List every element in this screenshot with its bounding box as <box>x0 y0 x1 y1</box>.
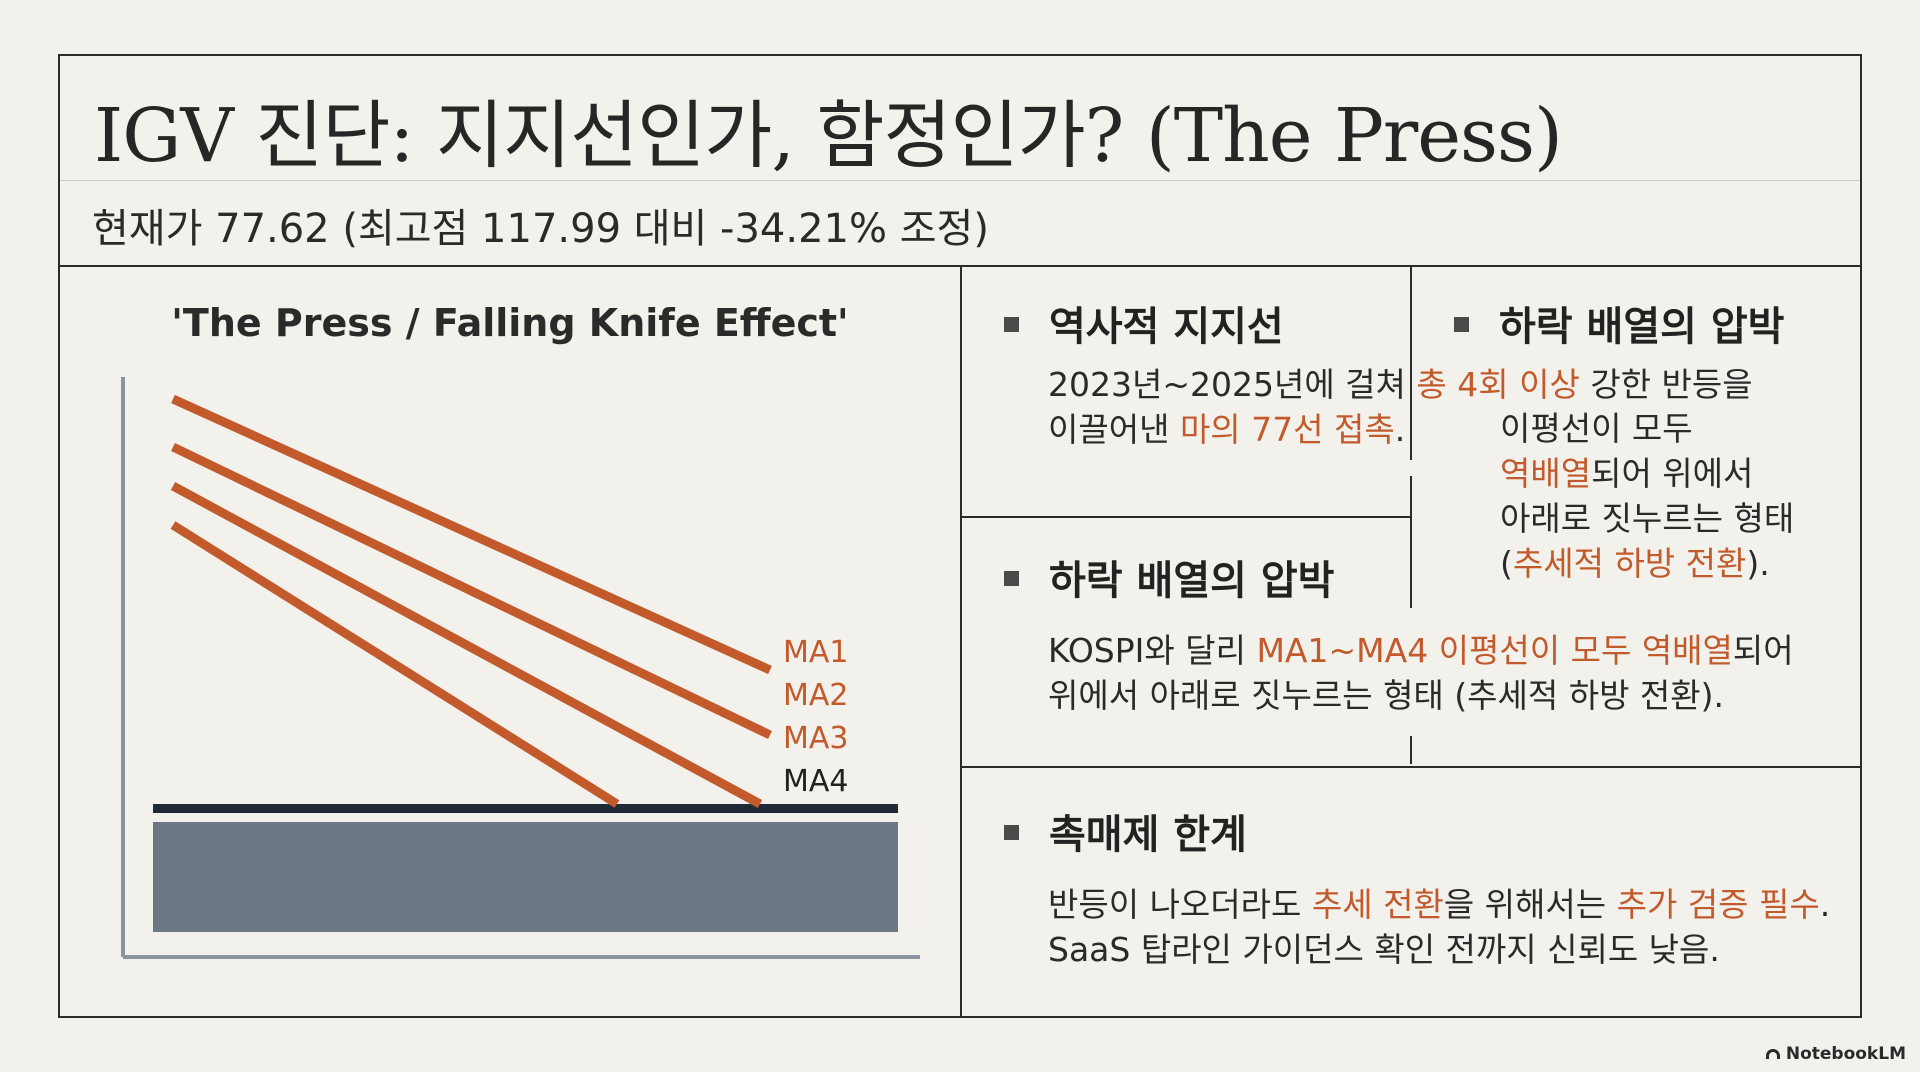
pressure-top-line-1: 이평선이 모두 <box>1500 409 1693 448</box>
pressure-top-text: ( <box>1500 544 1513 583</box>
panel-divider-1 <box>962 516 1412 518</box>
pressure-line-1: KOSPI와 달리 MA1~MA4 이평선이 모두 역배열되어 <box>1048 628 1794 673</box>
ma2-line <box>171 442 772 740</box>
price-subtitle: 현재가 77.62 (최고점 117.99 대비 -34.21% 조정) <box>92 206 989 252</box>
bullet-icon <box>1004 825 1019 840</box>
catalyst-line-1: 반등이 나오더라도 추세 전환을 위해서는 추가 검증 필수. <box>1048 882 1830 927</box>
notebooklm-logo: NotebookLM <box>1765 1044 1906 1064</box>
catalyst-heading: 촉매제 한계 <box>1004 802 1247 860</box>
column-divider-low <box>1410 736 1412 764</box>
pressure-text: 되어 <box>1732 631 1794 670</box>
pressure-top-body: 이평선이 모두 역배열되어 위에서 아래로 짓누르는 형태 (추세적 하방 전환… <box>1500 406 1794 586</box>
support-text: 이끌어낸 <box>1048 410 1180 449</box>
support-zone-bar <box>153 822 898 932</box>
ma4-line <box>170 521 620 808</box>
support-heading-text: 역사적 지지선 <box>1049 304 1284 350</box>
support-line <box>153 804 898 813</box>
chart-divider <box>960 267 962 1018</box>
pressure-top-accent: 역배열 <box>1500 454 1592 493</box>
pressure-top-text: 되어 위에서 <box>1591 454 1754 493</box>
header-divider <box>60 265 1860 267</box>
pressure-top-heading: 하락 배열의 압박 <box>1454 294 1784 352</box>
pressure-top-line-4: (추세적 하방 전환). <box>1500 541 1794 586</box>
support-line-1: 2023년~2025년에 걸쳐 총 4회 이상 강한 반등을 <box>1048 362 1753 407</box>
catalyst-heading-text: 촉매제 한계 <box>1049 812 1247 858</box>
bullet-icon <box>1004 571 1019 586</box>
bullet-icon <box>1454 317 1469 332</box>
support-body: 2023년~2025년에 걸쳐 총 4회 이상 강한 반등을 이끌어낸 마의 7… <box>1048 362 1753 452</box>
ma4-label: MA4 <box>783 764 849 799</box>
notebooklm-logo-icon <box>1765 1049 1780 1059</box>
ma3-line <box>170 482 763 808</box>
support-text: . <box>1394 410 1406 449</box>
catalyst-accent: 추가 검증 필수 <box>1616 885 1820 924</box>
ma3-label: MA3 <box>783 721 849 756</box>
pressure-line-2: 위에서 아래로 짓누르는 형태 (추세적 하방 전환). <box>1048 676 1725 715</box>
panel-divider-2 <box>962 766 1862 768</box>
support-text: 2023년~2025년에 걸쳐 <box>1048 365 1417 404</box>
pressure-body: KOSPI와 달리 MA1~MA4 이평선이 모두 역배열되어 위에서 아래로 … <box>1048 628 1794 718</box>
press-chart: 'The Press / Falling Knife Effect' MA1 M… <box>60 267 960 1017</box>
catalyst-accent: 추세 전환 <box>1311 885 1444 924</box>
content-frame: IGV 진단: 지지선인가, 함정인가? (The Press) 현재가 77.… <box>58 54 1862 1018</box>
support-accent: 총 4회 이상 <box>1416 365 1580 404</box>
support-accent: 마의 77선 접촉 <box>1179 410 1395 449</box>
support-line-2: 이끌어낸 마의 77선 접촉. <box>1048 407 1753 452</box>
catalyst-text: . <box>1819 885 1831 924</box>
catalyst-text: 반등이 나오더라도 <box>1048 885 1312 924</box>
support-heading: 역사적 지지선 <box>1004 294 1284 352</box>
pressure-top-line-2: 역배열되어 위에서 <box>1500 451 1794 496</box>
pressure-top-accent: 추세적 하방 전환 <box>1512 544 1747 583</box>
ma1-label: MA1 <box>783 635 849 670</box>
catalyst-text: 을 위해서는 <box>1443 885 1617 924</box>
pressure-heading: 하락 배열의 압박 <box>1004 548 1334 606</box>
catalyst-body: 반등이 나오더라도 추세 전환을 위해서는 추가 검증 필수. SaaS 탑라인… <box>1048 882 1830 972</box>
press-chart-svg: MA1 MA2 MA3 MA4 <box>121 377 920 959</box>
pressure-text: KOSPI와 달리 <box>1048 631 1257 670</box>
ma1-line <box>171 394 772 675</box>
chart-title: 'The Press / Falling Knife Effect' <box>171 301 849 345</box>
column-divider-top <box>1410 267 1412 460</box>
catalyst-line-2: SaaS 탑라인 가이던스 확인 전까지 신뢰도 낮음. <box>1048 930 1720 969</box>
support-text: 강한 반등을 <box>1579 365 1753 404</box>
pressure-top-heading-text: 하락 배열의 압박 <box>1499 304 1785 350</box>
page-title: IGV 진단: 지지선인가, 함정인가? (The Press) <box>94 93 1563 179</box>
pressure-top-line-3: 아래로 짓누르는 형태 <box>1500 499 1795 538</box>
bullet-icon <box>1004 317 1019 332</box>
notebooklm-logo-text: NotebookLM <box>1785 1044 1906 1064</box>
column-divider-mid <box>1410 476 1412 608</box>
title-divider <box>60 180 1860 181</box>
pressure-top-text: ). <box>1746 544 1770 583</box>
ma2-label: MA2 <box>783 678 849 713</box>
pressure-accent: MA1~MA4 이평선이 모두 역배열 <box>1256 631 1733 670</box>
pressure-heading-text: 하락 배열의 압박 <box>1049 558 1335 604</box>
